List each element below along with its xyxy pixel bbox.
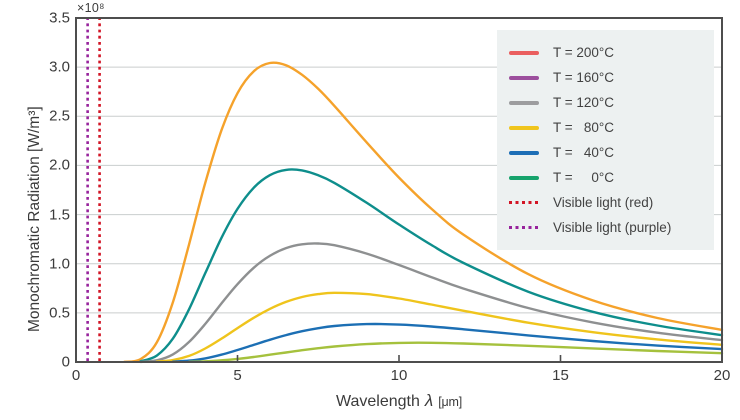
legend-swatch-icon — [509, 100, 539, 105]
legend-label: T = 80°C — [553, 119, 615, 135]
y-axis-multiplier: ×10⁸ — [77, 1, 105, 15]
legend-item-0: T = 200°C — [509, 40, 714, 65]
x-axis-title-text: Wavelength — [335, 393, 420, 410]
x-axis-unit: [μm] — [438, 395, 463, 409]
curve-T-200C — [123, 61, 724, 363]
y-tick-label-0: 0 — [61, 353, 70, 371]
legend: T = 200°C T = 160°C T = 120°C T = 80°C T = 4… — [497, 30, 714, 250]
curve-T-80C — [155, 291, 724, 363]
legend-swatch-icon — [509, 226, 539, 229]
legend-swatch-icon — [509, 50, 539, 55]
curve-T-40C — [171, 322, 724, 363]
legend-item-1: T = 160°C — [509, 65, 714, 90]
x-tick-label-20: 20 — [713, 367, 731, 384]
curve-T-160C — [139, 168, 724, 363]
x-tick-label-5: 5 — [233, 367, 242, 384]
x-axis-title: Wavelength λ [μm] — [336, 391, 462, 411]
legend-item-6: Visible light (red) — [509, 190, 714, 215]
y-tick-label-2.5: 2.5 — [49, 107, 70, 125]
legend-item-3: T = 80°C — [509, 115, 714, 140]
x-tick-label-15: 15 — [552, 367, 569, 384]
legend-swatch-icon — [509, 125, 539, 130]
legend-swatch-icon — [509, 150, 539, 155]
x-tick-label-10: 10 — [390, 367, 408, 384]
legend-item-5: T = 0°C — [509, 165, 714, 190]
legend-label: Visible light (red) — [553, 194, 654, 210]
y-tick-label-1.5: 1.5 — [49, 206, 70, 224]
legend-item-4: T = 40°C — [509, 140, 714, 165]
y-tick-label-1.0: 1.0 — [49, 255, 70, 273]
legend-swatch-icon — [509, 75, 539, 80]
y-tick-label-3.5: 3.5 — [49, 9, 70, 27]
legend-item-7: Visible light (purple) — [509, 215, 714, 240]
x-tick-label-0: 0 — [71, 367, 81, 384]
lambda-symbol: λ — [424, 391, 434, 410]
curve-T-120C — [139, 242, 724, 364]
y-tick-label-3.0: 3.0 — [49, 58, 70, 76]
y-tick-label-2.0: 2.0 — [49, 156, 70, 174]
legend-label: T = 120°C — [553, 94, 615, 110]
legend-label: T = 200°C — [553, 44, 615, 60]
legend-label: Visible light (purple) — [553, 219, 672, 235]
legend-label: T = 0°C — [553, 169, 615, 185]
y-tick-label-0.5: 0.5 — [49, 304, 70, 322]
legend-label: T = 40°C — [553, 144, 615, 160]
legend-item-2: T = 120°C — [509, 90, 714, 115]
legend-swatch-icon — [509, 175, 539, 180]
legend-swatch-icon — [509, 201, 539, 204]
legend-label: T = 160°C — [553, 69, 615, 85]
